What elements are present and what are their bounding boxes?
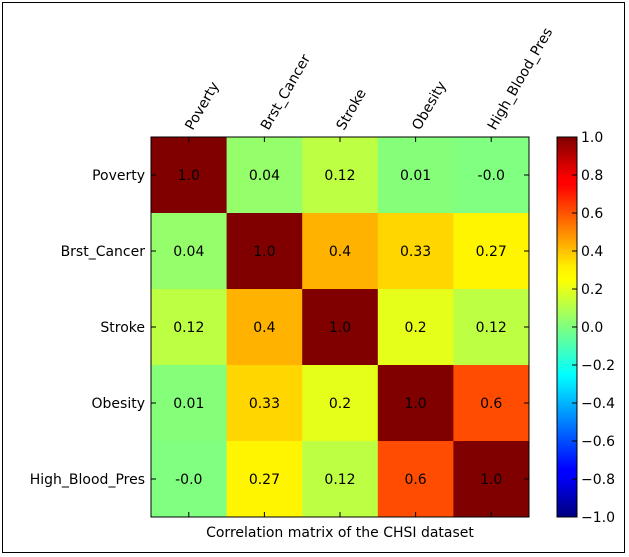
chart-title: Correlation matrix of the CHSI dataset	[206, 525, 474, 541]
heatmap-cell	[226, 365, 303, 442]
cell-value-label: 1.0	[329, 320, 351, 336]
cell-value-label: 0.01	[173, 396, 204, 412]
cell-value-label: 0.33	[249, 396, 280, 412]
cell-value-label: -0.0	[175, 472, 202, 488]
x-tick-label: High_Blood_Pres	[485, 25, 556, 133]
cell-value-label: 1.0	[253, 244, 275, 260]
heatmap-cell	[151, 213, 228, 290]
cell-value-label: 1.0	[480, 472, 502, 488]
y-tick-label: Brst_Cancer	[61, 244, 146, 260]
heatmap-cell	[377, 365, 454, 442]
heatmap-cell	[453, 137, 530, 214]
colorbar-tick-label: −0.6	[581, 434, 615, 450]
heatmap-cell	[302, 441, 379, 518]
heatmap-cell	[453, 289, 530, 366]
cell-value-label: 0.27	[476, 244, 507, 260]
cell-value-label: -0.0	[478, 168, 505, 184]
x-tick-label: Poverty	[182, 79, 222, 133]
cell-value-label: 1.0	[404, 396, 426, 412]
cell-value-label: 0.12	[324, 168, 355, 184]
colorbar-tick-label: 1.0	[581, 130, 603, 146]
heatmap-cell	[226, 289, 303, 366]
heatmap-cell	[302, 365, 379, 442]
cell-value-label: 0.04	[173, 244, 204, 260]
cell-value-label: 0.04	[249, 168, 280, 184]
heatmap-cell	[226, 213, 303, 290]
heatmap-cell	[377, 213, 454, 290]
colorbar-tick-label: −0.8	[581, 472, 615, 488]
heatmap-cell	[453, 441, 530, 518]
heatmap-cell	[151, 137, 228, 214]
y-tick-label: Obesity	[92, 396, 145, 412]
heatmap-cell	[453, 213, 530, 290]
heatmap-cell	[151, 441, 228, 518]
cell-value-label: 0.33	[400, 244, 431, 260]
colorbar-tick-label: 0.2	[581, 282, 603, 298]
cell-value-label: 0.27	[249, 472, 280, 488]
heatmap-cell	[151, 365, 228, 442]
cell-value-label: 0.4	[253, 320, 275, 336]
colorbar-tick-label: −0.4	[581, 396, 615, 412]
colorbar-tick-label: −0.2	[581, 358, 615, 374]
colorbar-tick-label: −1.0	[581, 510, 615, 526]
y-tick-label: Poverty	[92, 168, 145, 184]
cell-value-label: 0.12	[173, 320, 204, 336]
heatmap-cell	[453, 365, 530, 442]
cell-value-label: 0.6	[480, 396, 502, 412]
y-tick-label: Stroke	[100, 320, 145, 336]
figure-frame	[2, 2, 625, 553]
colorbar-tick-label: 0.4	[581, 244, 603, 260]
x-tick-label: Brst_Cancer	[258, 52, 314, 133]
heatmap-cell	[377, 441, 454, 518]
x-tick-label: Stroke	[334, 86, 370, 133]
x-tick-label: Obesity	[409, 79, 450, 133]
cell-value-label: 1.0	[178, 168, 200, 184]
cell-value-label: 0.6	[404, 472, 426, 488]
cell-value-label: 0.01	[400, 168, 431, 184]
cell-value-label: 0.2	[329, 396, 351, 412]
colorbar-tick-label: 0.6	[581, 206, 603, 222]
heatmap-cell	[302, 213, 379, 290]
cell-value-label: 0.12	[476, 320, 507, 336]
heatmap-cell	[226, 441, 303, 518]
y-tick-label: High_Blood_Pres	[30, 472, 145, 488]
cell-value-label: 0.4	[329, 244, 351, 260]
heatmap-cell	[302, 137, 379, 214]
cell-value-label: 0.12	[324, 472, 355, 488]
heatmap-cell	[302, 289, 379, 366]
heatmap-cell	[226, 137, 303, 214]
colorbar-tick-label: 0.0	[581, 320, 603, 336]
heatmap-cell	[151, 289, 228, 366]
colorbar-tick-label: 0.8	[581, 168, 603, 184]
cell-value-label: 0.2	[404, 320, 426, 336]
heatmap-cell	[377, 137, 454, 214]
heatmap-cell	[377, 289, 454, 366]
